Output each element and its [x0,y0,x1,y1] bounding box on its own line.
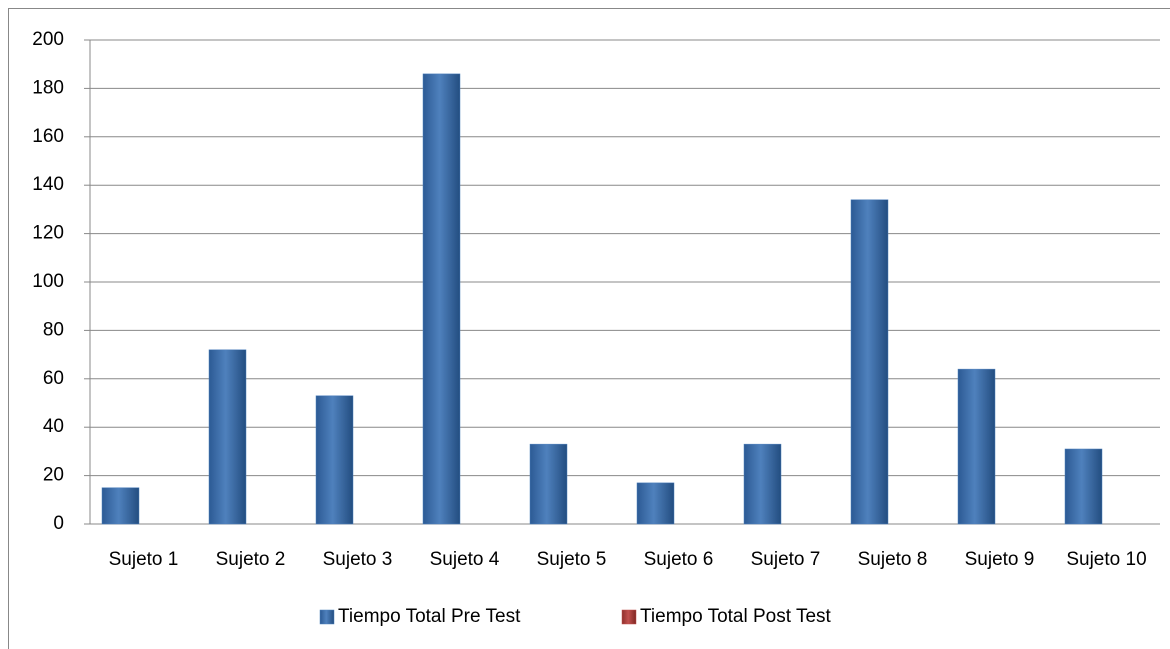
x-tick-label: Sujeto 8 [858,549,928,570]
y-tick-label: 40 [43,416,64,437]
bar [208,349,247,525]
chart-border [8,8,1170,649]
x-tick-label: Sujeto 4 [430,549,500,570]
bar [422,73,461,525]
bar [1064,448,1103,525]
bar [529,443,568,525]
bar [315,395,354,525]
x-tick-label: Sujeto 5 [537,549,607,570]
x-tick-label: Sujeto 3 [323,549,393,570]
y-tick-label: 120 [32,223,64,244]
legend-label: Tiempo Total Post Test [640,606,832,627]
legend-swatch [319,609,335,625]
x-tick-label: Sujeto 2 [216,549,286,570]
y-tick-label: 200 [32,29,64,50]
legend-swatch [621,609,637,625]
y-tick-label: 180 [32,77,64,98]
y-tick-label: 140 [32,174,64,195]
bar [957,368,996,525]
y-tick-label: 160 [32,126,64,147]
x-tick-label: Sujeto 1 [109,549,179,570]
bar [101,487,140,525]
x-tick-label: Sujeto 9 [965,549,1035,570]
y-tick-label: 60 [43,368,64,389]
legend-label: Tiempo Total Pre Test [338,606,521,627]
bar [636,482,675,525]
y-tick-label: 0 [53,513,64,534]
x-tick-label: Sujeto 6 [644,549,714,570]
bar [850,199,889,525]
y-tick-label: 80 [43,319,64,340]
x-tick-label: Sujeto 10 [1066,549,1146,570]
x-tick-label: Sujeto 7 [751,549,821,570]
bar [743,443,782,525]
y-tick-label: 20 [43,465,64,486]
y-tick-label: 100 [32,271,64,292]
